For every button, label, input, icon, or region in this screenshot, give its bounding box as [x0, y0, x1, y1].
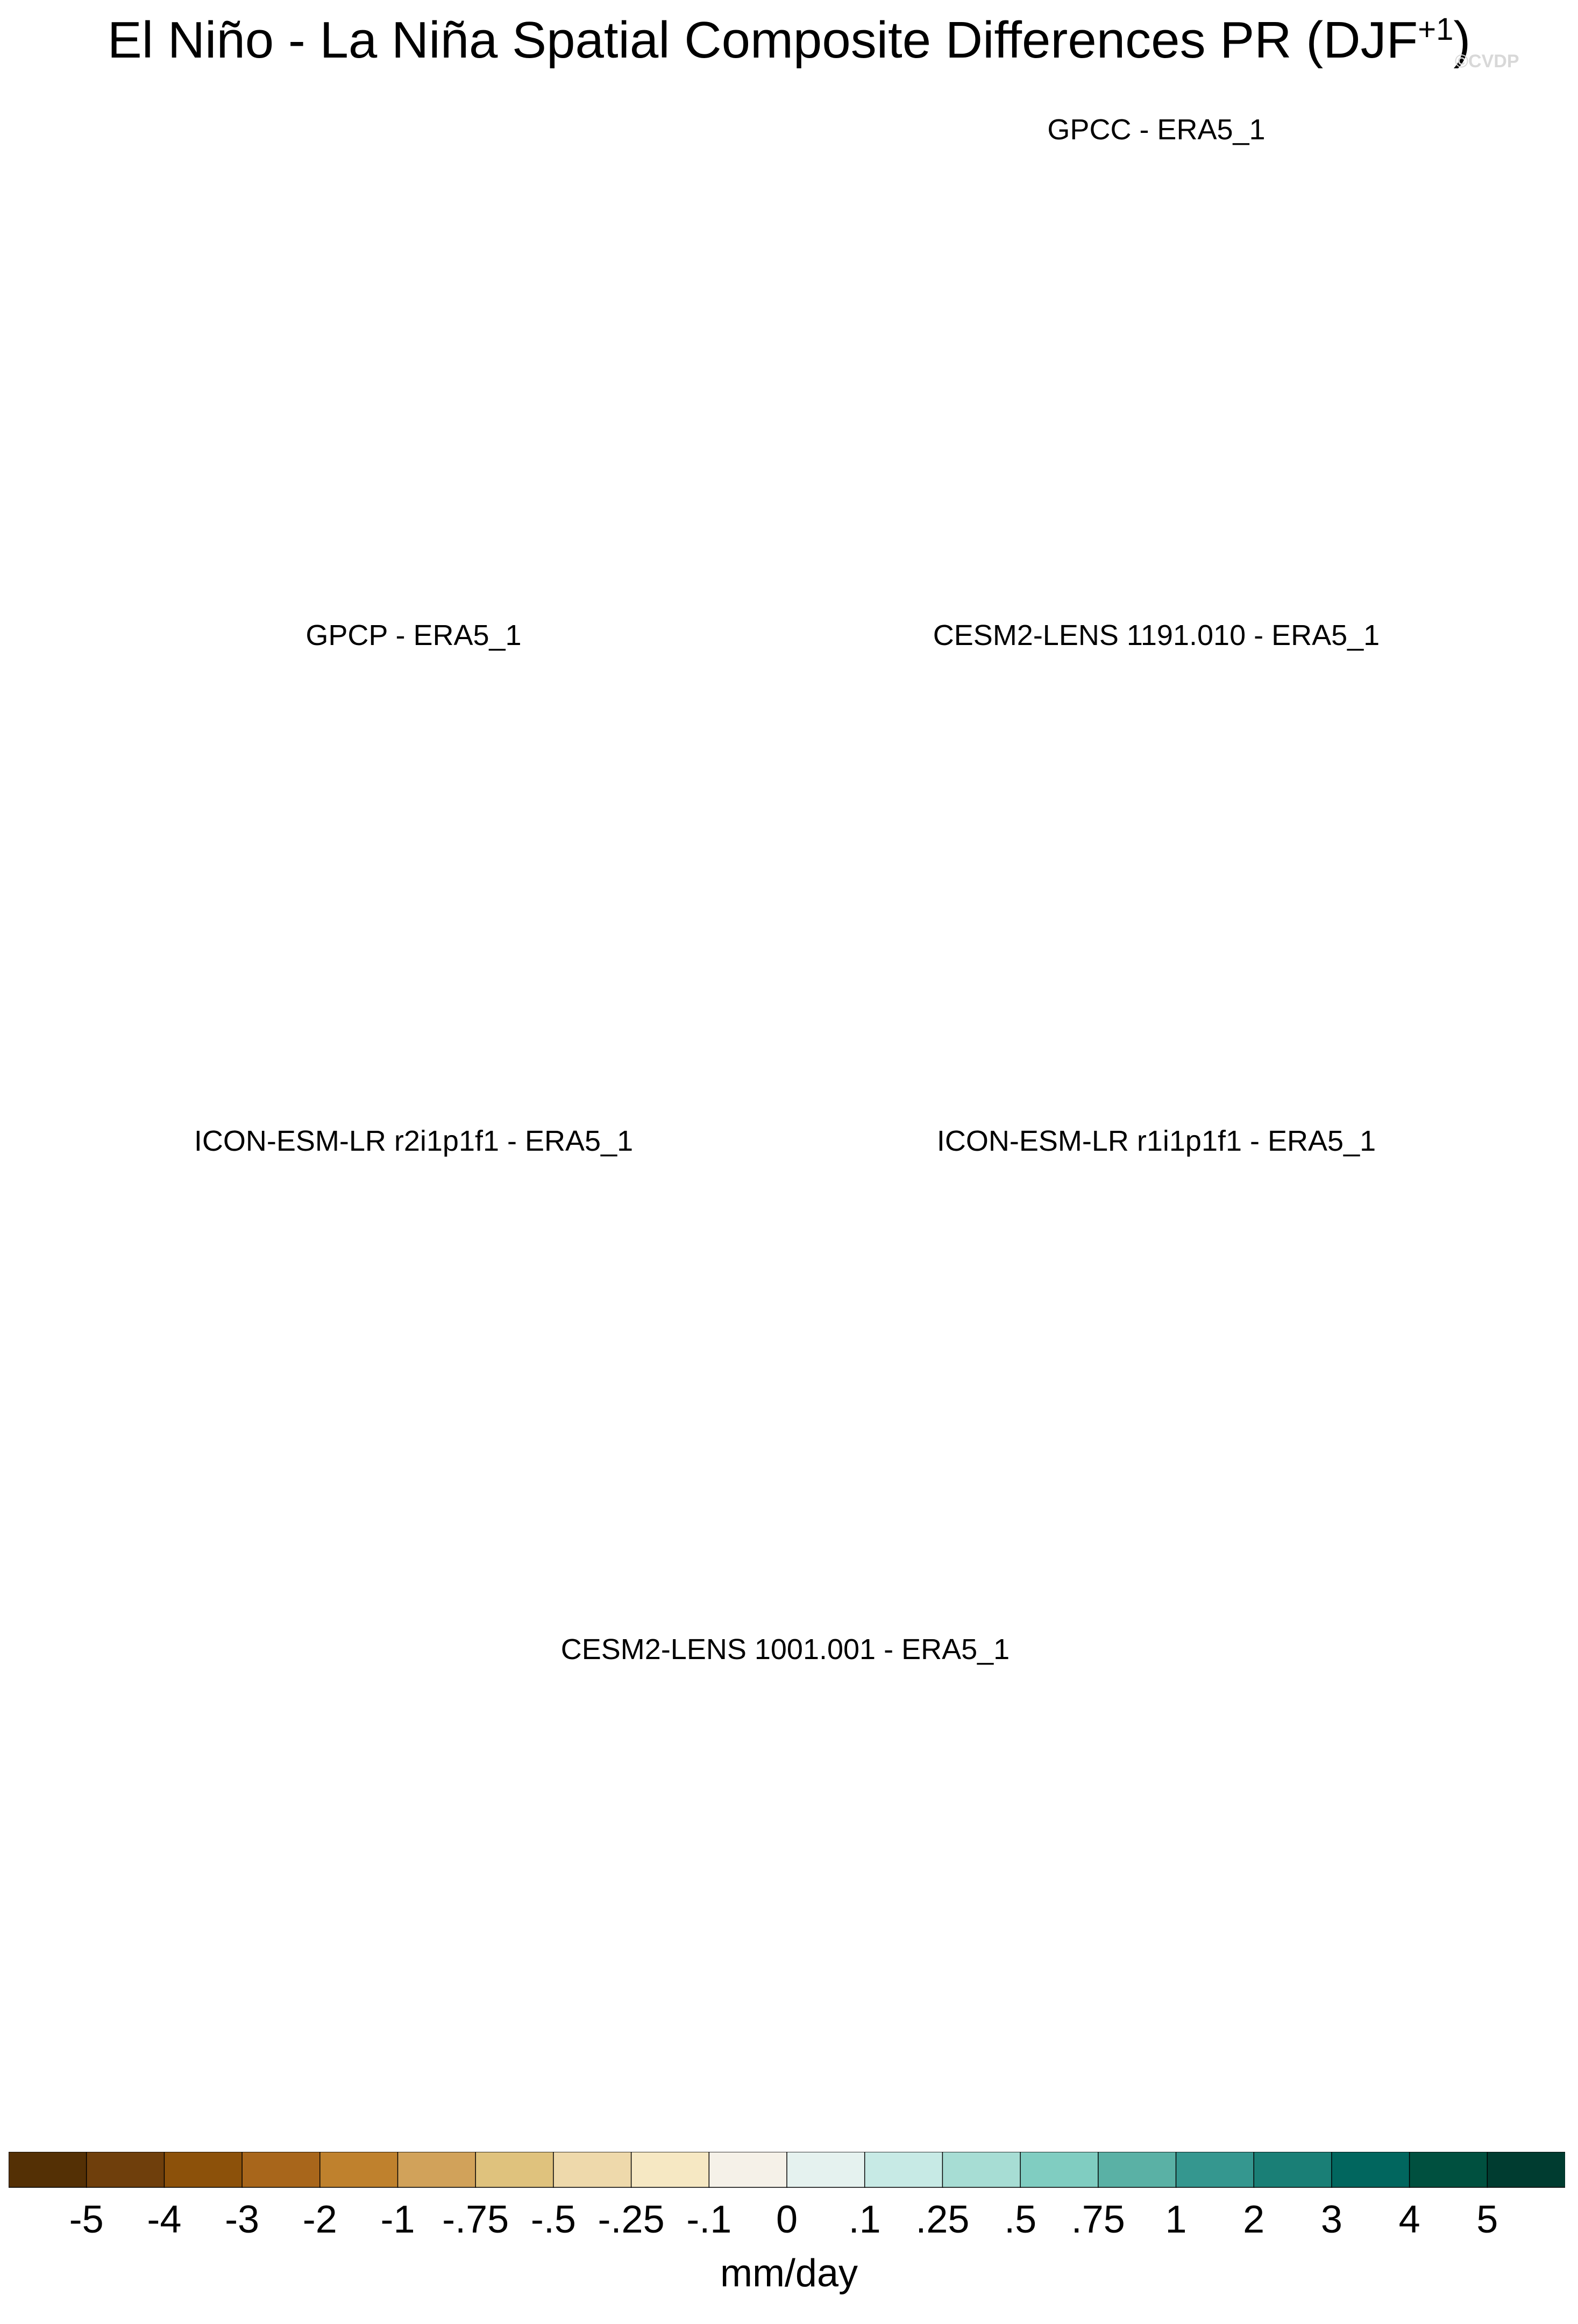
panel-title-gpcc: GPCC - ERA5_1: [1047, 114, 1266, 146]
colorbar-box: [708, 2152, 788, 2188]
colorbar-tick-label: 2: [1243, 2198, 1265, 2241]
title-superscript: +1: [1418, 12, 1454, 47]
colorbar-box: [9, 2152, 87, 2188]
colorbar-box: [1409, 2152, 1488, 2188]
colorbar: [9, 2152, 1565, 2188]
panel-title-icon-r1: ICON-ESM-LR r1i1p1f1 - ERA5_1: [936, 1125, 1376, 1157]
figure-title: El Niño - La Niña Spatial Composite Diff…: [0, 11, 1578, 70]
colorbar-tick-label: -.25: [598, 2198, 665, 2241]
colorbar-tick-label: .1: [848, 2198, 881, 2241]
colorbar-tick-label: 5: [1476, 2198, 1498, 2241]
title-text: El Niño - La Niña Spatial Composite Diff…: [107, 11, 1418, 69]
colorbar-tick-label: -2: [302, 2198, 337, 2241]
colorbar-tick-label: -1: [380, 2198, 415, 2241]
colorbar-tick-label: .75: [1071, 2198, 1125, 2241]
colorbar-tick-label: 3: [1320, 2198, 1342, 2241]
colorbar-tick-label: 4: [1398, 2198, 1420, 2241]
colorbar-box: [1487, 2152, 1565, 2188]
title-close: ): [1453, 11, 1471, 69]
panel-title-icon-r2: ICON-ESM-LR r2i1p1f1 - ERA5_1: [194, 1125, 634, 1157]
map-gpcc: [791, 148, 1522, 600]
map-icon-r2: [50, 1162, 781, 1614]
colorbar-box: [475, 2152, 555, 2188]
colorbar-box: [1253, 2152, 1333, 2188]
watermark: ©CVDP: [1455, 51, 1519, 72]
colorbar-box: [319, 2152, 399, 2188]
colorbar-box: [553, 2152, 632, 2188]
colorbar-tick-label: 0: [776, 2198, 798, 2241]
colorbar-box: [1175, 2152, 1255, 2188]
colorbar-box: [1098, 2152, 1177, 2188]
colorbar-units: mm/day: [720, 2252, 858, 2295]
colorbar-tick-label: -.1: [686, 2198, 732, 2241]
colorbar-box: [397, 2152, 477, 2188]
map-cesm2-1001: [421, 1673, 1153, 2125]
map-cesm2-1191: [791, 656, 1522, 1108]
map-gpcp: [50, 656, 781, 1108]
colorbar-tick-label: -5: [69, 2198, 104, 2241]
colorbar-tick-label: -4: [147, 2198, 182, 2241]
colorbar-box: [1020, 2152, 1099, 2188]
colorbar-tick-label: .25: [915, 2198, 970, 2241]
colorbar-tick-label: -.5: [530, 2198, 576, 2241]
panel-title-cesm2-1191: CESM2-LENS 1191.010 - ERA5_1: [933, 619, 1380, 651]
colorbar-tick-label: 1: [1165, 2198, 1187, 2241]
panel-title-gpcp: GPCP - ERA5_1: [305, 619, 522, 651]
colorbar-box: [630, 2152, 710, 2188]
colorbar-box: [864, 2152, 943, 2188]
colorbar-box: [86, 2152, 165, 2188]
colorbar-box: [1331, 2152, 1410, 2188]
colorbar-tick-label: -.75: [442, 2198, 509, 2241]
colorbar-box: [164, 2152, 243, 2188]
colorbar-box: [786, 2152, 865, 2188]
colorbar-tick-label: -3: [225, 2198, 260, 2241]
colorbar-box: [241, 2152, 321, 2188]
map-icon-r1: [791, 1162, 1522, 1614]
panel-title-cesm2-1001: CESM2-LENS 1001.001 - ERA5_1: [560, 1633, 1010, 1666]
colorbar-box: [942, 2152, 1021, 2188]
colorbar-tick-label: .5: [1004, 2198, 1037, 2241]
